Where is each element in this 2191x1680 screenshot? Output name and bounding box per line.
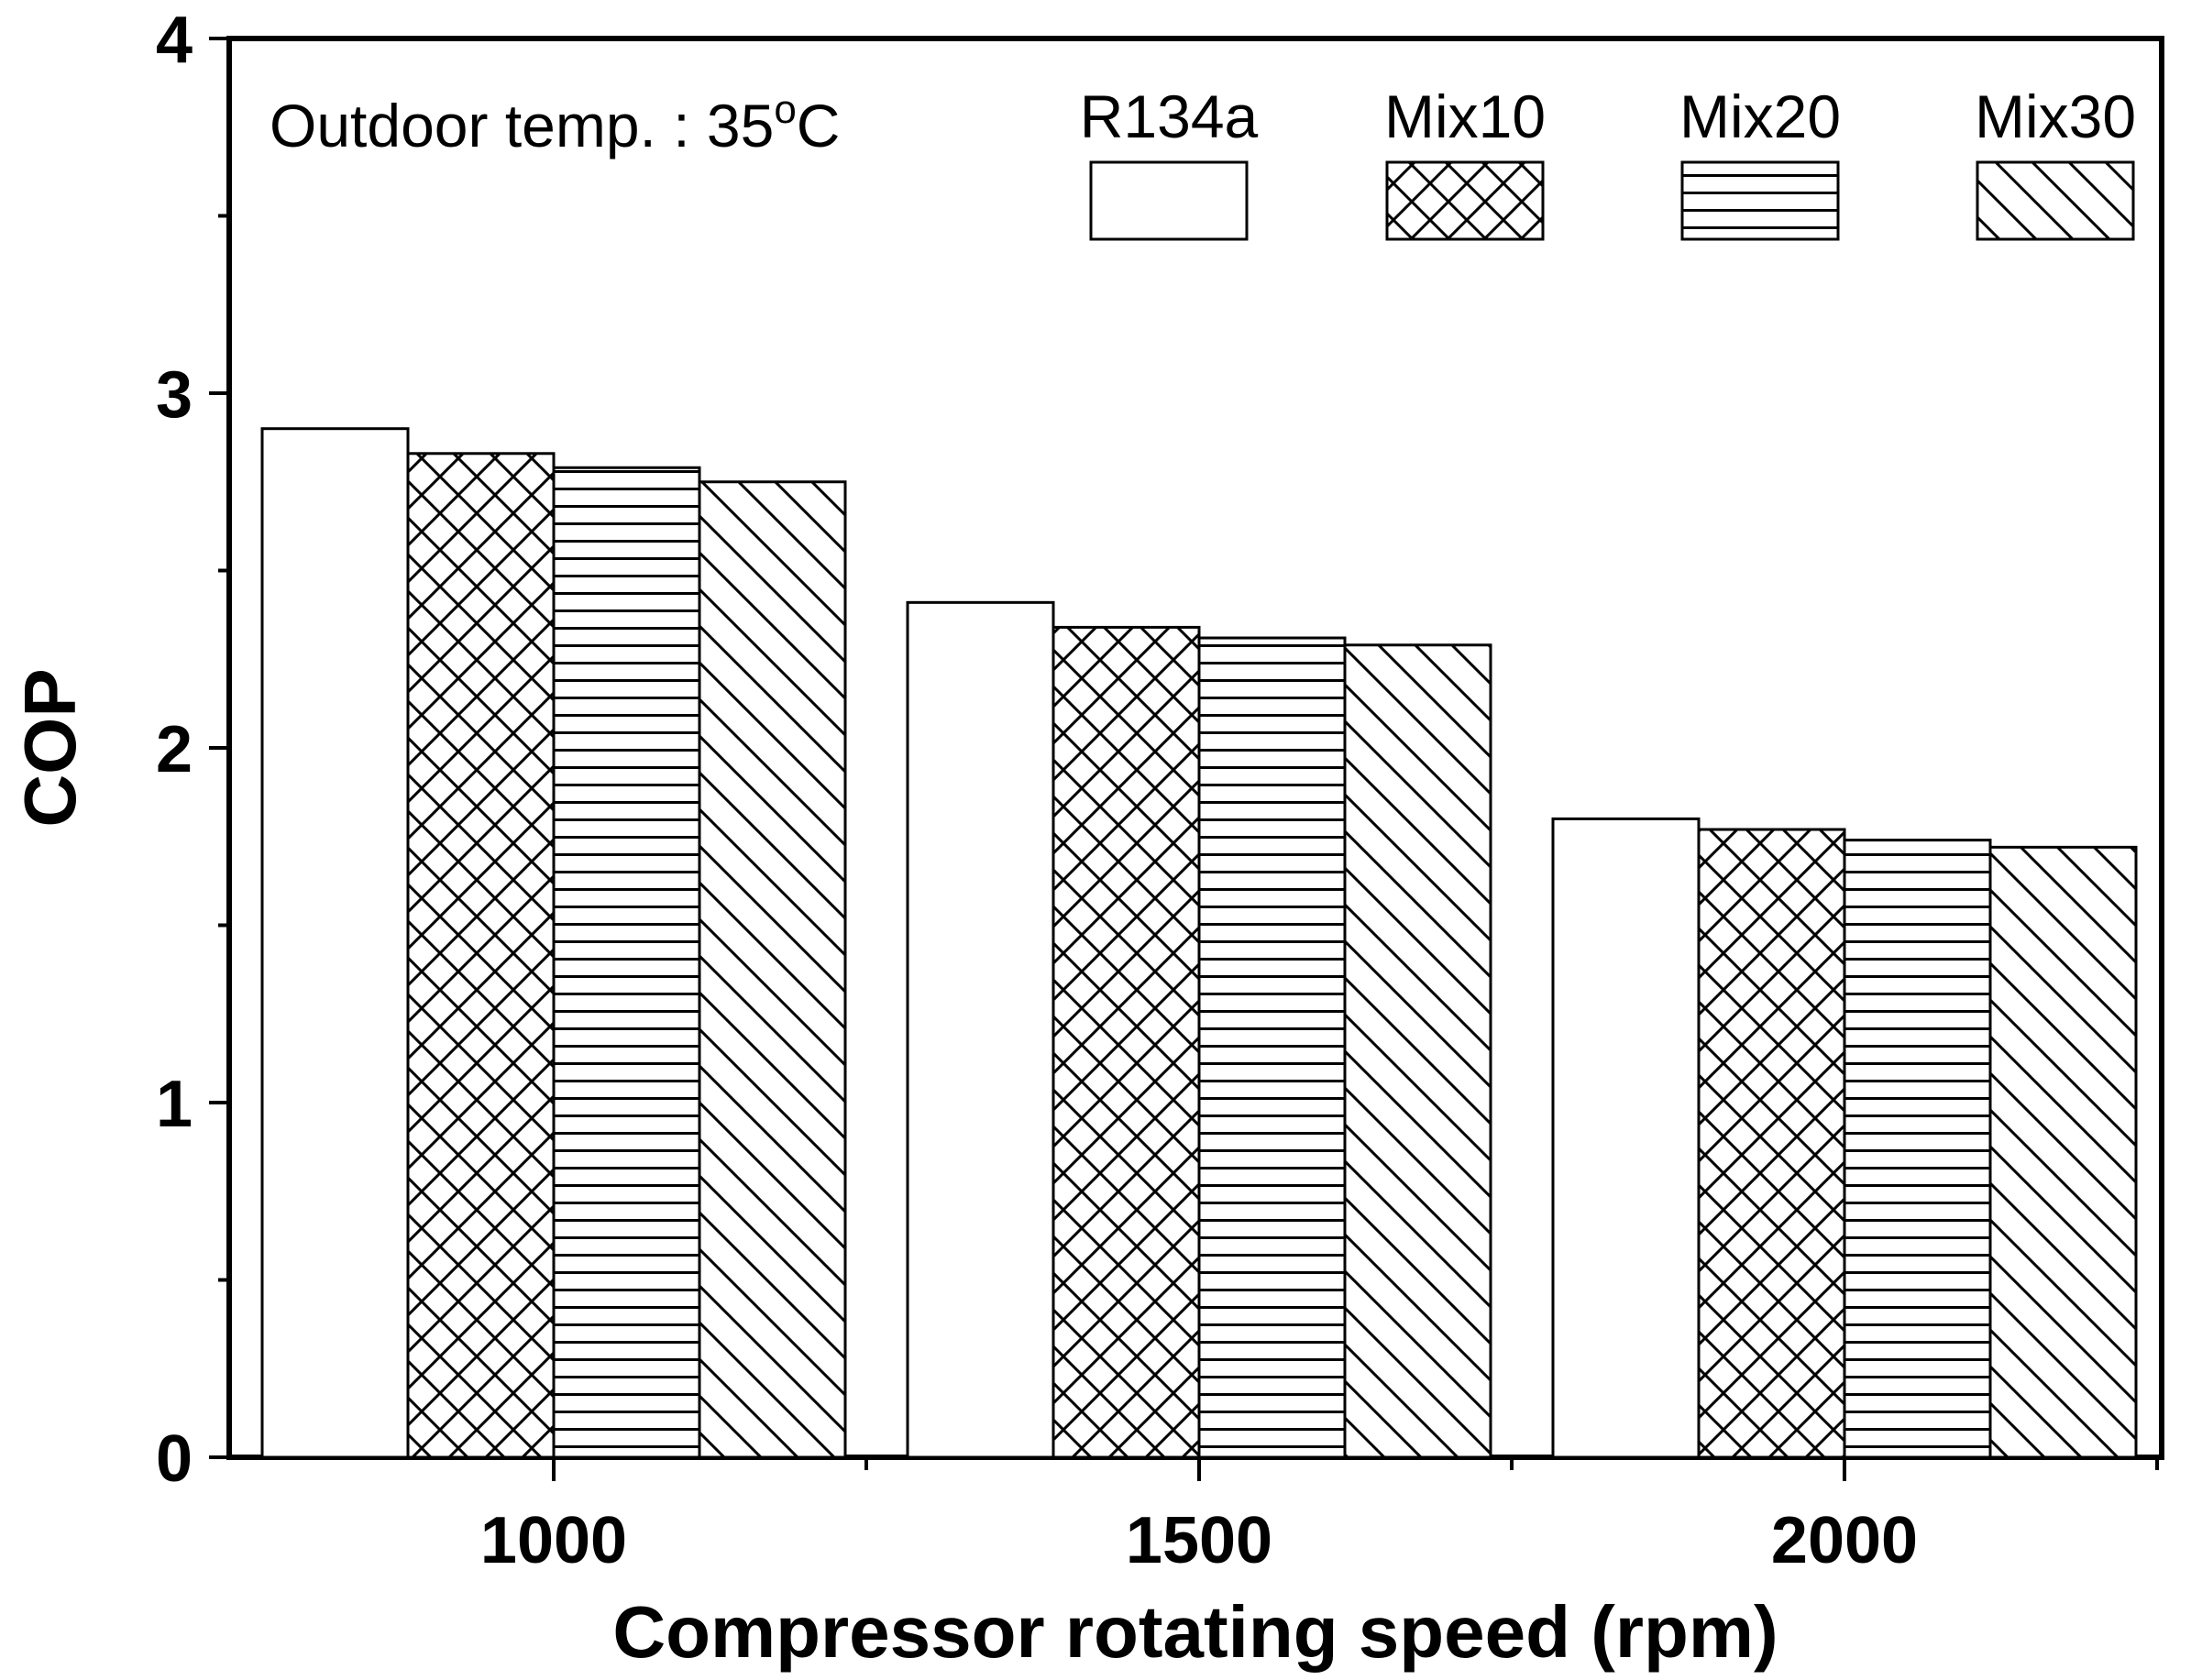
bars-group <box>260 427 2138 1459</box>
legend-swatch-mix30 <box>1976 160 2135 241</box>
legend: R134a Mix10 Mix20 Mix30 <box>1080 82 2136 241</box>
y-tick-label: 0 <box>156 1422 193 1496</box>
legend-label-mix10: Mix10 <box>1384 82 1546 150</box>
bar-mix30-2000 <box>1988 845 2138 1459</box>
annotation-unit-text: C <box>797 92 841 159</box>
bar-mix10-2000 <box>1697 828 1846 1459</box>
y-tick-label: 1 <box>156 1068 193 1141</box>
bar-mix20-1500 <box>1197 636 1347 1459</box>
y-axis-title: COP <box>9 668 91 827</box>
legend-label-mix20: Mix20 <box>1679 82 1841 150</box>
bar-mix20-2000 <box>1843 839 1992 1459</box>
outdoor-temp-annotation: Outdoor temp. : 35oC <box>270 87 840 159</box>
annotation-main-text: Outdoor temp. : 35 <box>270 92 774 159</box>
x-axis-title: Compressor rotating speed (rpm) <box>612 1591 1778 1673</box>
legend-swatch-r134a <box>1089 160 1249 241</box>
y-tick-label: 4 <box>156 4 193 77</box>
y-tick-label: 3 <box>156 358 193 432</box>
y-axis: 0 1 2 3 4 <box>156 4 229 1496</box>
annotation-degree-superscript: o <box>774 87 796 132</box>
x-tick-label-2000: 2000 <box>1771 1504 1918 1577</box>
bar-r134a-1500 <box>906 600 1055 1459</box>
bar-mix30-1500 <box>1343 643 1492 1459</box>
legend-swatch-mix20 <box>1680 160 1840 241</box>
y-tick-label: 2 <box>156 713 193 786</box>
bar-r134a-2000 <box>1551 817 1701 1459</box>
legend-label-r134a: R134a <box>1080 82 1259 150</box>
bar-r134a-1000 <box>260 427 410 1459</box>
x-axis: 1000 1500 2000 <box>480 1457 2159 1577</box>
bar-mix10-1500 <box>1051 625 1201 1459</box>
legend-swatch-mix10 <box>1385 160 1545 241</box>
bar-mix20-1000 <box>552 466 701 1459</box>
x-tick-label-1000: 1000 <box>480 1504 627 1577</box>
bar-mix10-1000 <box>406 452 556 1459</box>
legend-label-mix30: Mix30 <box>1975 82 2136 150</box>
bar-mix30-1000 <box>698 480 847 1459</box>
x-tick-label-1500: 1500 <box>1126 1504 1272 1577</box>
